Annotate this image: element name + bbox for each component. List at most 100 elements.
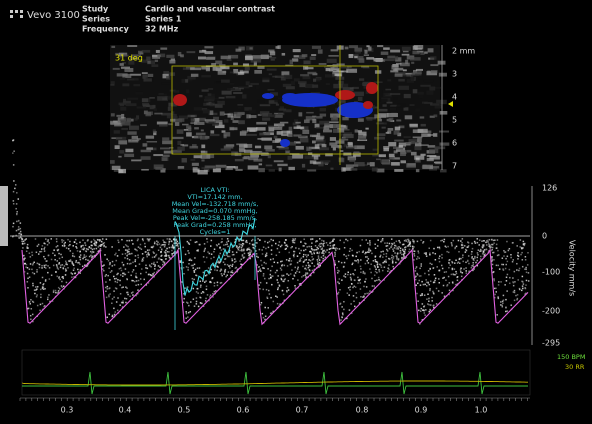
spectral-speckle xyxy=(420,275,422,277)
spectral-speckle xyxy=(522,276,524,278)
spectral-speckle xyxy=(112,298,114,300)
spectral-speckle xyxy=(195,242,197,244)
spectral-speckle xyxy=(456,273,458,275)
speckle xyxy=(421,124,426,127)
spectral-speckle xyxy=(375,259,377,261)
spectral-speckle xyxy=(132,243,134,245)
speckle xyxy=(383,104,387,106)
spectral-speckle xyxy=(505,299,507,301)
speckle xyxy=(292,154,303,158)
spectral-speckle xyxy=(285,248,287,250)
speckle xyxy=(222,91,232,95)
spectral-speckle xyxy=(425,279,427,281)
spectral-speckle xyxy=(283,281,285,283)
speckle xyxy=(245,56,253,60)
spectral-speckle xyxy=(477,252,479,254)
spectral-speckle xyxy=(501,264,503,266)
spectral-speckle xyxy=(126,287,128,289)
spectral-speckle xyxy=(360,282,362,284)
speckle xyxy=(178,166,184,169)
spectral-speckle xyxy=(377,239,379,241)
spectral-speckle xyxy=(229,256,231,258)
spectral-speckle xyxy=(270,297,272,299)
spectral-speckle xyxy=(118,242,120,244)
spectral-speckle xyxy=(445,279,447,281)
speckle xyxy=(420,85,430,87)
spectral-speckle xyxy=(478,249,480,251)
spectral-speckle xyxy=(477,242,479,244)
speckle xyxy=(365,128,368,130)
speckle xyxy=(190,122,197,124)
spectral-speckle xyxy=(265,256,267,258)
spectral-speckle xyxy=(211,253,213,255)
spectral-speckle xyxy=(158,265,160,267)
spectral-speckle xyxy=(326,249,328,251)
spectral-speckle xyxy=(266,282,268,284)
speckle xyxy=(260,111,269,115)
spectral-speckle xyxy=(280,246,282,248)
spectral-speckle xyxy=(355,286,357,288)
spectral-speckle xyxy=(521,248,523,250)
speckle xyxy=(159,94,167,96)
spectral-speckle xyxy=(85,244,87,246)
spectral-speckle xyxy=(108,296,110,298)
spectral-speckle xyxy=(398,258,400,260)
spectral-speckle xyxy=(391,243,393,245)
spectral-speckle xyxy=(74,256,76,258)
spectral-speckle xyxy=(131,280,133,282)
speckle xyxy=(227,88,235,90)
spectral-speckle xyxy=(271,266,273,268)
spectral-speckle xyxy=(452,262,454,264)
spectral-speckle xyxy=(352,255,354,257)
speckle xyxy=(283,84,291,87)
spectral-speckle xyxy=(39,264,41,266)
spectral-speckle xyxy=(525,267,527,269)
spectral-speckle xyxy=(256,256,258,258)
spectral-speckle xyxy=(144,243,146,245)
spectral-speckle xyxy=(40,304,42,306)
spectral-speckle xyxy=(171,241,173,243)
spectral-speckle xyxy=(413,246,415,248)
spectral-speckle xyxy=(339,240,341,242)
speckle xyxy=(319,121,329,125)
spectral-speckle xyxy=(503,295,505,297)
spectral-speckle xyxy=(220,282,222,284)
spectral-speckle xyxy=(160,247,162,249)
spectral-speckle xyxy=(516,245,518,247)
spectral-speckle xyxy=(510,257,512,259)
spectral-speckle xyxy=(477,238,479,240)
spectral-speckle xyxy=(358,251,360,253)
spectral-speckle xyxy=(32,283,34,285)
spectral-speckle xyxy=(471,267,473,269)
speckle xyxy=(254,70,262,74)
spectral-speckle xyxy=(426,282,428,284)
spectral-speckle xyxy=(415,279,417,281)
speckle xyxy=(230,127,238,130)
spectral-speckle xyxy=(32,314,34,316)
spectral-speckle xyxy=(314,249,316,251)
spectral-speckle xyxy=(183,267,185,269)
speckle xyxy=(141,150,151,153)
spectral-speckle xyxy=(304,259,306,261)
speckle xyxy=(277,45,280,49)
spectral-speckle xyxy=(132,294,134,296)
spectral-speckle xyxy=(491,257,493,259)
speckle xyxy=(412,51,419,55)
time-label: 0.8 xyxy=(356,406,369,415)
spectral-speckle xyxy=(284,265,286,267)
speckle xyxy=(278,113,284,115)
spectral-speckle xyxy=(412,246,414,248)
spectral-speckle xyxy=(193,270,195,272)
spectral-speckle xyxy=(287,265,289,267)
spectral-speckle xyxy=(119,284,121,286)
spectral-speckle xyxy=(164,251,166,253)
spectral-speckle xyxy=(62,264,64,266)
spectral-speckle xyxy=(194,264,196,266)
spectral-speckle xyxy=(214,285,216,287)
spectral-speckle xyxy=(427,294,429,296)
spectral-speckle xyxy=(41,267,43,269)
speckle xyxy=(387,131,391,134)
spectral-speckle xyxy=(76,260,78,262)
speckle xyxy=(147,141,157,143)
spectral-speckle xyxy=(410,245,412,247)
